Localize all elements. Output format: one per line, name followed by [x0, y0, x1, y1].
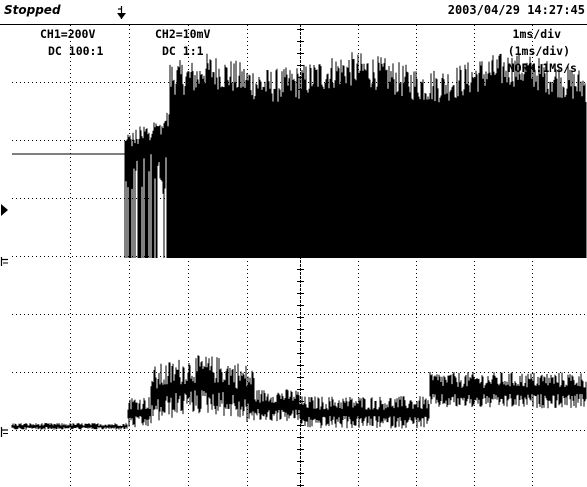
- timebase-sub: (1ms/div): [507, 44, 570, 58]
- ground-marker-icon: [0, 427, 8, 437]
- waveforms: [11, 52, 587, 430]
- ch2-scale: CH2=10mV: [155, 27, 211, 41]
- markers: [0, 6, 587, 437]
- timebase-main: 1ms/div: [512, 27, 561, 41]
- sample-mode: NORM:1MS/s: [507, 61, 577, 75]
- trigger-level-icon: [1, 204, 8, 216]
- ch1-scale: CH1=200V: [40, 27, 96, 41]
- trigger-position-icon: [117, 6, 126, 19]
- ch1-waveform: [12, 52, 587, 258]
- ch1-coupling: DC 100:1: [48, 44, 104, 58]
- acquisition-status: Stopped: [4, 3, 61, 17]
- ground-marker-icon: [0, 257, 8, 266]
- ch2-waveform: [11, 355, 587, 430]
- ch2-coupling: DC 1:1: [162, 44, 204, 58]
- date-time: 2003/04/29 14:27:45: [447, 3, 585, 17]
